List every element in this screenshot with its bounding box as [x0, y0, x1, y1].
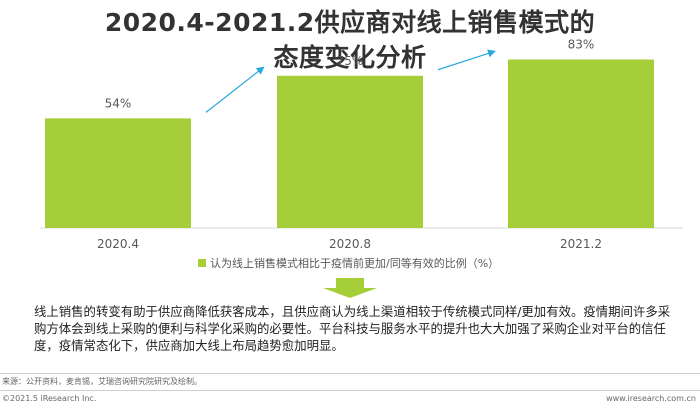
data-label-2021.2: 83% — [568, 38, 595, 52]
chart-title-line-1: 2020.4-2021.2供应商对线上销售模式的 — [104, 8, 596, 37]
divider-top — [0, 373, 700, 374]
legend: 认为线上销售模式相比于疫情前更加/同等有效的比例（%） — [198, 255, 499, 271]
x-tick-2020.8: 2020.8 — [329, 237, 371, 251]
bar-2021.2 — [508, 59, 654, 229]
data-label-2020.8: 75% — [337, 54, 364, 68]
source-note: 来源：公开资料，麦肯锡，艾瑞咨询研究院研究及绘制。 — [2, 377, 202, 386]
legend-label: 认为线上销售模式相比于疫情前更加/同等有效的比例（%） — [210, 257, 500, 270]
website-link[interactable]: www.iresearch.com.cn — [606, 394, 696, 403]
x-tick-2020.4: 2020.4 — [97, 237, 139, 251]
legend-swatch — [198, 259, 206, 267]
trend-arrow-icon — [205, 66, 265, 113]
trend-arrow-icon — [437, 49, 496, 71]
summary-text: 线上销售的转变有助于供应商降低获客成本，且供应商认为线上渠道相较于传统模式同样/… — [34, 304, 671, 353]
bar-2020.8 — [277, 75, 423, 228]
x-tick-2021.2: 2021.2 — [560, 237, 602, 251]
copyright: ©2021.5 iResearch Inc. — [2, 394, 97, 403]
chart-title-line-2: 态度变化分析 — [273, 43, 427, 72]
bar-2020.4 — [45, 118, 191, 228]
data-label-2020.4: 54% — [105, 96, 132, 110]
bar-chart: 54% 75% 83% 2020.4 2020.8 2021.2 — [40, 38, 683, 251]
divider-bottom — [0, 390, 700, 391]
